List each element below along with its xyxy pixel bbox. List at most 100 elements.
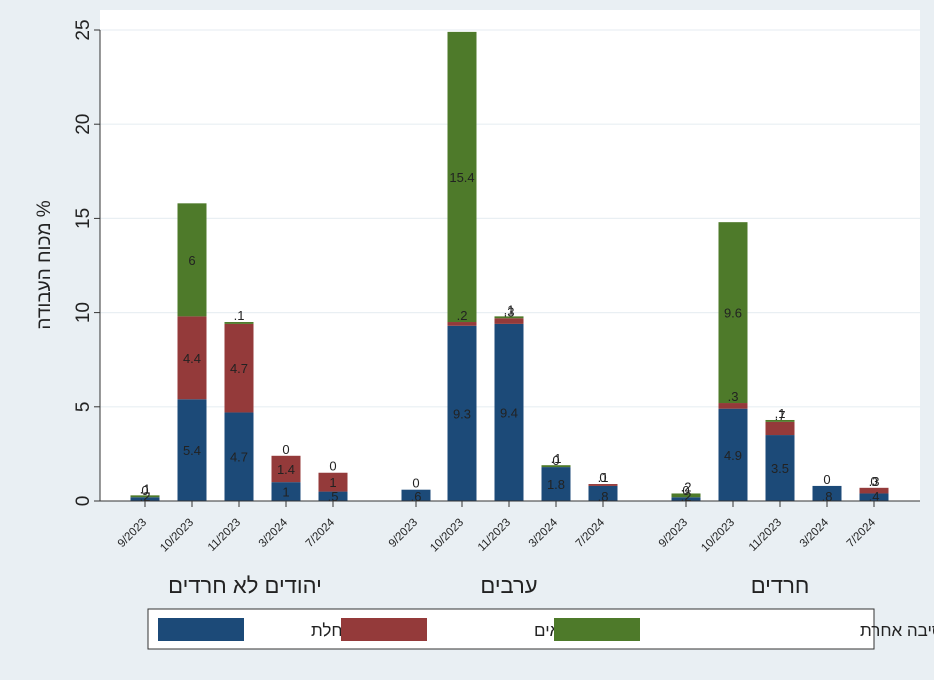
bar-segment-2 [177,316,207,400]
bar-value-label: .4 [869,489,880,504]
group-label: יהודים לא חרדים [168,573,322,598]
y-tick-label: 5 [73,402,94,413]
bar-segment-2 [588,484,618,486]
bar-segment-1 [271,482,301,501]
bar-value-label: .1 [504,302,515,317]
y-tick-label: 10 [73,302,94,323]
bar-segment-1 [401,489,431,501]
bar-segment-3 [130,495,160,498]
bar-value-label: 0 [823,472,830,487]
bar-value-label: .1 [140,481,151,496]
bar-value-label: 4.7 [230,450,248,465]
bar-value-label: .3 [869,474,880,489]
bar-stack: 9.4 .3.1 [494,302,524,501]
bar-segment-3 [718,222,748,404]
legend: בחלתבמילואיםנעדרים בגלל סיבה אחרת [147,608,934,650]
group-label: חרדים [751,573,810,598]
bar-value-label: .7 [775,408,786,423]
bar-value-label: 1.4 [277,462,295,477]
y-tick-label: 15 [73,208,94,229]
bar-segment-3 [541,465,571,468]
bar-segment-1 [494,323,524,501]
bar-segment-3 [671,493,701,498]
bar-value-label: .1 [234,308,245,323]
bar-value-label: 1 [282,485,289,500]
bar-segment-2 [224,323,254,413]
group-label: ערבים [480,573,537,598]
bar-value-label: .3 [504,304,515,319]
bar-segment-1 [859,493,889,501]
bar-stack: .80 [812,472,842,504]
bar-value-label: 0 [552,453,559,468]
bar-segment-1 [588,485,618,501]
bar-value-label: 4.7 [230,361,248,376]
bar-segment-3 [224,322,254,324]
bar-value-label: 5.4 [183,443,201,458]
y-tick-label: 0 [73,496,94,507]
bar-segment-1 [671,497,701,501]
bar-stack: 9.3 .2 15.4 [447,31,477,501]
bar-value-label: 9.3 [453,406,471,421]
bar-value-label: 6 [188,253,195,268]
bar-stack: .8 .10 [588,470,618,504]
bar-stack: 3.5 .7.1 [765,406,795,501]
bar-segment-3 [447,31,477,323]
bar-segment-3 [765,419,795,422]
bar-value-label: .6 [411,489,422,504]
bar-value-label: .1 [598,470,609,485]
bar-value-label: 1 [329,475,336,490]
bar-segment-2 [765,421,795,436]
bar-value-label: 4.4 [183,351,201,366]
legend-swatch [158,618,244,641]
bar-value-label: 0 [682,483,689,498]
bar-segment-3 [494,316,524,319]
bar-value-label: .2 [457,308,468,323]
bar-value-label: 9.4 [500,405,518,420]
bar-value-label: .2 [140,489,151,504]
bar-segment-2 [718,403,748,409]
legend-box [147,608,875,650]
bar-value-label: .1 [775,406,786,421]
y-tick-label: 20 [73,114,94,135]
bar-segment-1 [224,412,254,501]
bar-value-label: .8 [822,489,833,504]
bar-stack: 11.40 [271,442,301,501]
bar-value-label: .5 [328,489,339,504]
bar-value-label: .2 [681,489,692,504]
legend-swatch [554,618,640,641]
bar-value-label: 4.9 [724,448,742,463]
bar-segment-1 [765,435,795,501]
bar-value-label: 3.5 [771,461,789,476]
bar-value-label: .3 [728,389,739,404]
bar-segment-1 [318,491,348,501]
bar-value-label: 15.4 [449,170,474,185]
y-axis-title: % מכוח העבודה [34,200,55,329]
bars: .20.15.44.464.74.7.111.40.510.609.3.215.… [130,31,889,504]
bar-value-label: 0 [412,476,419,491]
bar-value-label: 0 [329,459,336,474]
bar-segment-1 [447,325,477,501]
bar-segment-2 [271,455,301,483]
y-axis: 0 5 10 15 20 25 [73,19,101,507]
legend-item: נעדרים בגלל סיבה אחרת [554,618,934,641]
bar-value-label: .1 [551,451,562,466]
bar-value-label: 0 [282,442,289,457]
bar-value-label: 0 [870,474,877,489]
bar-segment-1 [541,467,571,501]
bar-value-label: 0 [141,483,148,498]
bar-stack: 4.9 .3 9.6 [718,222,748,501]
group-labels: יהודים לא חרדים ערבים חרדים [168,573,809,598]
bar-stack: 4.7 4.7 .1 [224,308,254,501]
bar-segment-1 [130,497,160,501]
bar-value-label: 9.6 [724,306,742,321]
legend-swatch [341,618,427,641]
bar-segment-1 [718,408,748,501]
legend-label: נעדרים בגלל סיבה אחרת [860,621,934,640]
bar-segment-2 [494,318,524,324]
bar-value-label: 1.8 [547,477,565,492]
bar-value-label: .8 [598,489,609,504]
bar-stack: .20.2 [671,479,701,504]
bar-segment-1 [177,399,207,501]
bar-segment-2 [447,322,477,326]
